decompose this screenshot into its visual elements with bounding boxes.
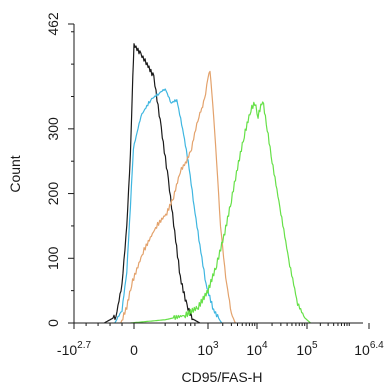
y-axis-title: Count: [7, 155, 23, 192]
y-tick-label: 200: [45, 182, 61, 206]
series-line-4: [130, 101, 311, 324]
x-tick-label: 106.4: [354, 340, 384, 358]
x-tick-group: -102.7 0 103 104 105 106.4: [57, 323, 384, 358]
y-tick-label: 0: [45, 319, 61, 327]
x-tick-label: 104: [246, 340, 268, 358]
x-tick-label: 103: [197, 340, 219, 358]
x-tick-label: 105: [296, 340, 318, 358]
series-layer: [103, 43, 311, 324]
series-line-2: [114, 88, 223, 324]
y-tick-label: 300: [45, 117, 61, 141]
y-tick-label: 100: [45, 246, 61, 270]
y-tick-label: 462: [45, 12, 61, 36]
series-line-1: [103, 43, 201, 324]
x-tick-label: -102.7: [57, 340, 92, 358]
x-axis-title: CD95/FAS-H: [182, 369, 263, 385]
y-tick-group: 0 100 200 300 462: [45, 12, 74, 327]
series-line-3: [120, 70, 236, 324]
x-tick-label: 0: [130, 342, 138, 358]
